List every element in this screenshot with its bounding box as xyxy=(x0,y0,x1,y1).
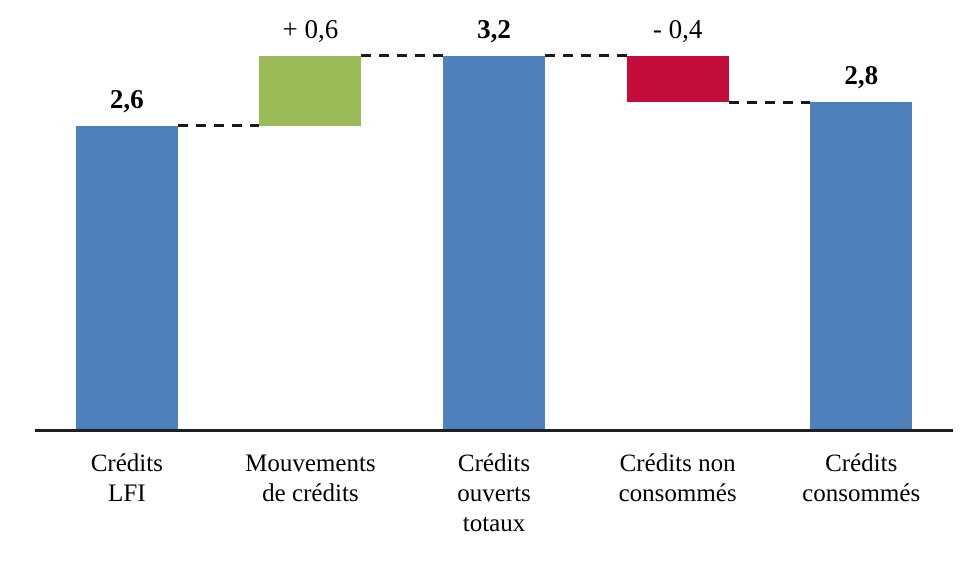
value-label-credits-consommes: 2,8 xyxy=(844,60,879,91)
category-label-credits-consommes: Crédits consommés xyxy=(763,449,959,509)
x-axis-line xyxy=(35,428,953,432)
bar-credits-consommes xyxy=(810,102,913,430)
category-label-mouvements-de-credits: Mouvements de crédits xyxy=(212,449,408,509)
category-label-line: totaux xyxy=(462,510,526,537)
bar-credits-ouverts-totaux xyxy=(443,55,545,430)
category-label-line: LFI xyxy=(108,480,146,507)
category-label-credits-lfi: Crédits LFI xyxy=(29,449,225,509)
category-label-line: Crédits non xyxy=(619,450,736,477)
value-label-credits-non-consommes: - 0,4 xyxy=(652,13,703,44)
value-label-credits-ouverts-totaux: 3,2 xyxy=(477,13,511,44)
category-label-line: consommés xyxy=(618,480,737,507)
category-label-credits-non-consommes: Crédits non consommés xyxy=(580,449,776,509)
category-label-line: ouverts xyxy=(457,480,531,507)
connector-line-1 xyxy=(177,124,260,128)
category-label-line: de crédits xyxy=(262,480,359,507)
category-label-line: consommés xyxy=(802,480,921,507)
bar-credits-non-consommes xyxy=(626,55,729,103)
category-label-line: Mouvements xyxy=(245,450,376,477)
connector-line-3 xyxy=(545,54,627,58)
connector-line-4 xyxy=(728,100,811,104)
category-label-credits-ouverts-totaux: Crédits ouverts totaux xyxy=(396,449,592,539)
value-label-credits-lfi: 2,6 xyxy=(109,83,144,114)
connector-line-2 xyxy=(361,54,443,58)
value-label-mouvements-de-credits: + 0,6 xyxy=(282,13,339,44)
bar-credits-lfi xyxy=(75,125,178,430)
bar-mouvements-de-credits xyxy=(259,55,362,126)
category-label-line: Crédits xyxy=(90,450,163,477)
category-label-line: Crédits xyxy=(825,450,898,477)
category-label-line: Crédits xyxy=(457,450,531,477)
